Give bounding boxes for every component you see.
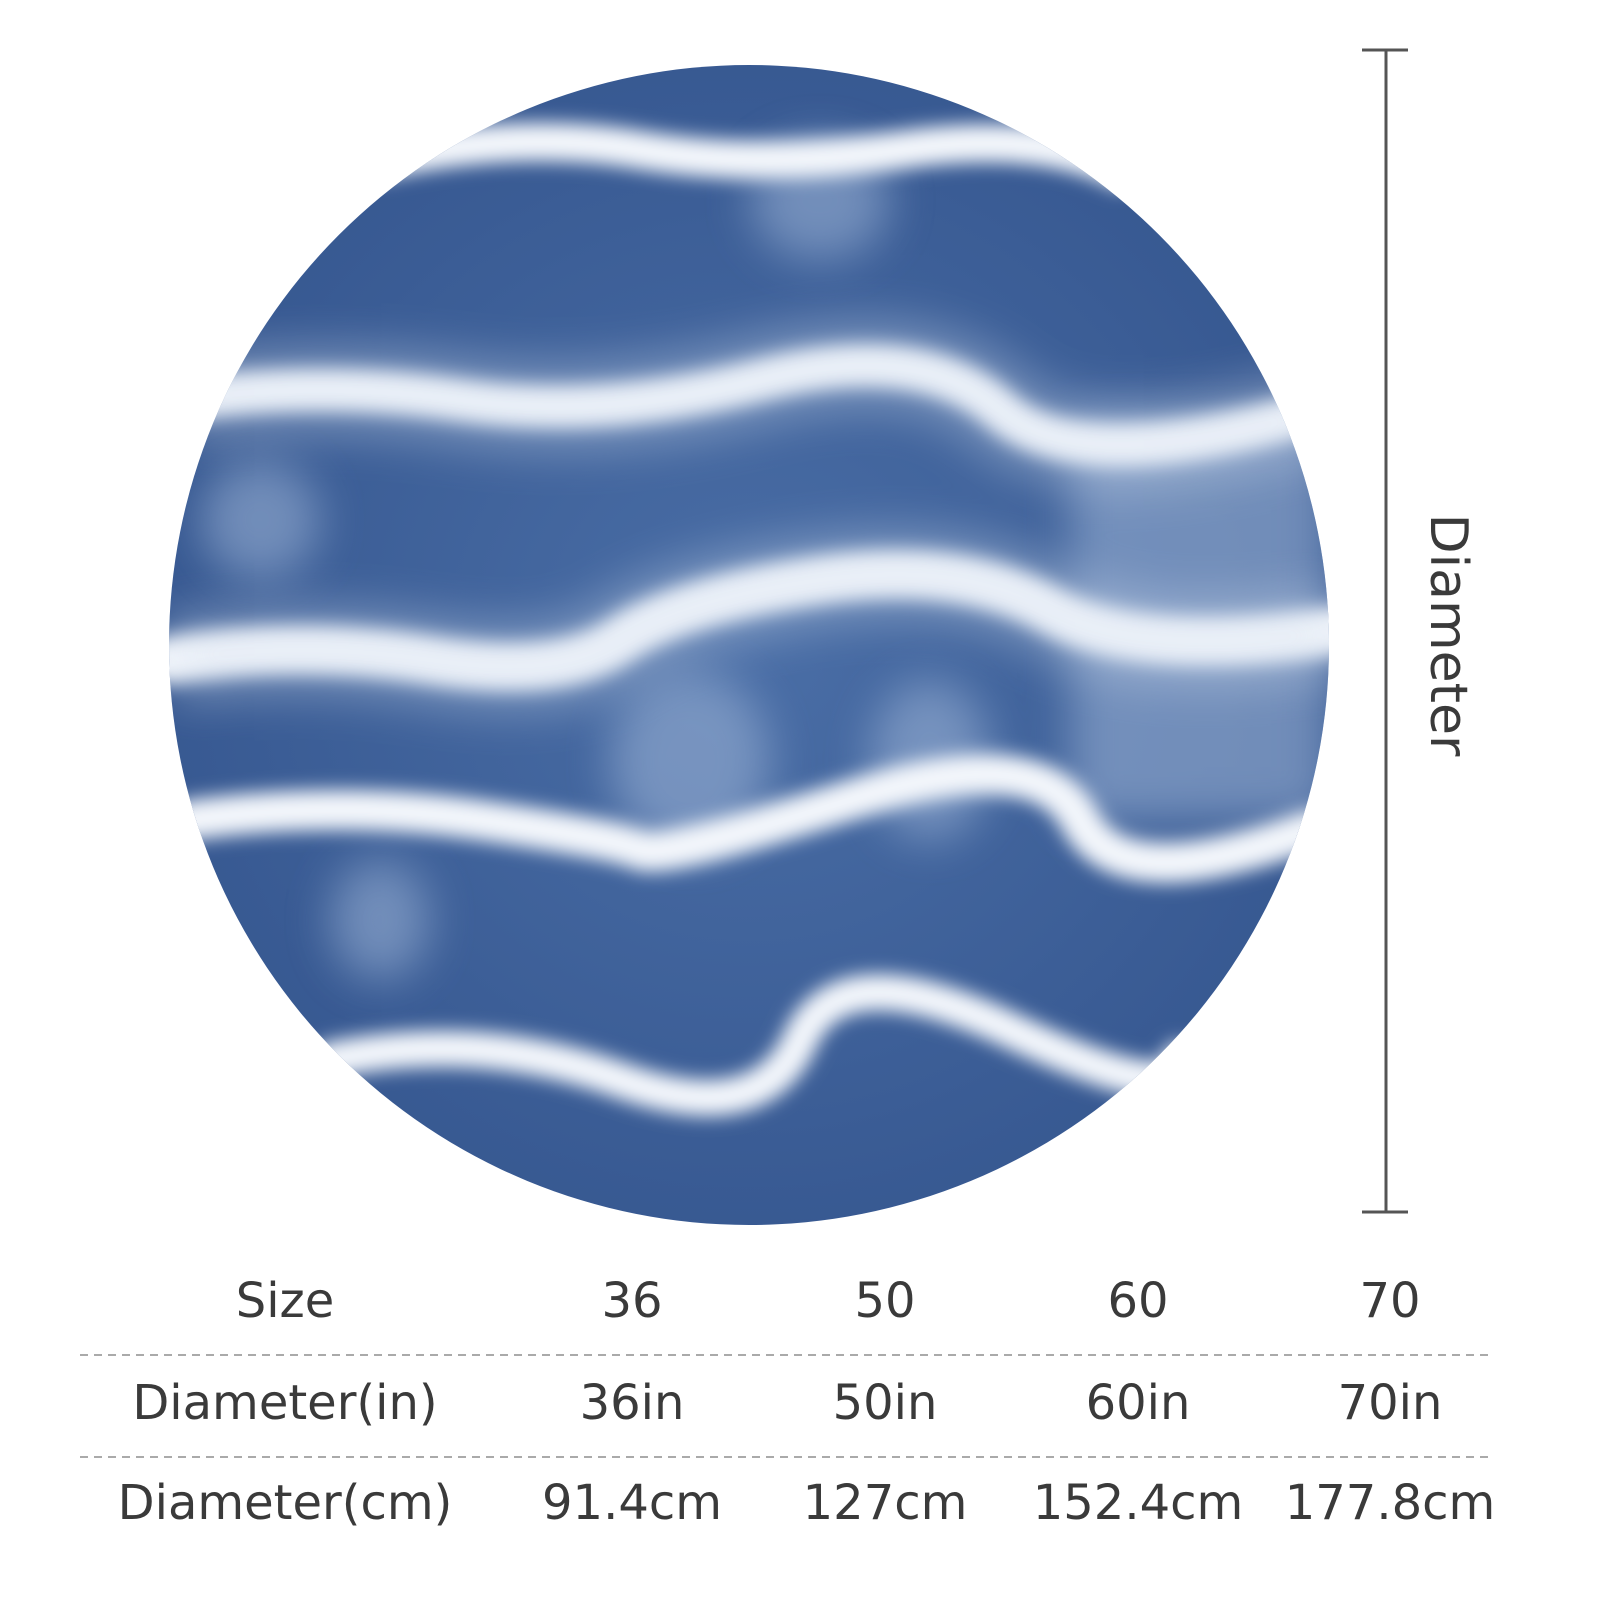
size-table: Size 36 50 60 70 Diameter(in) 36in 50in 60in 70in… — [118, 1273, 1496, 1531]
table-cell: 50in — [833, 1375, 938, 1431]
header-cell: 36 — [601, 1273, 662, 1329]
header-cell: 50 — [854, 1273, 915, 1329]
table-cell: 127cm — [803, 1475, 968, 1531]
table-cell: 177.8cm — [1285, 1475, 1496, 1531]
header-label: Size — [236, 1273, 335, 1329]
table-cell: 91.4cm — [542, 1475, 722, 1531]
header-cell: 60 — [1107, 1273, 1168, 1329]
table-cell: 70in — [1338, 1375, 1443, 1431]
dimension-line — [1362, 48, 1408, 1214]
table-dividers — [80, 1354, 1490, 1458]
header-cell: 70 — [1359, 1273, 1420, 1329]
table-cell: 36in — [580, 1375, 685, 1431]
row-label: Diameter(cm) — [118, 1475, 453, 1531]
table-cell: 60in — [1086, 1375, 1191, 1431]
row-label: Diameter(in) — [132, 1375, 437, 1431]
dimension-label: Diameter — [1418, 514, 1478, 757]
tapestry — [169, 65, 1329, 1225]
table-cell: 152.4cm — [1033, 1475, 1244, 1531]
